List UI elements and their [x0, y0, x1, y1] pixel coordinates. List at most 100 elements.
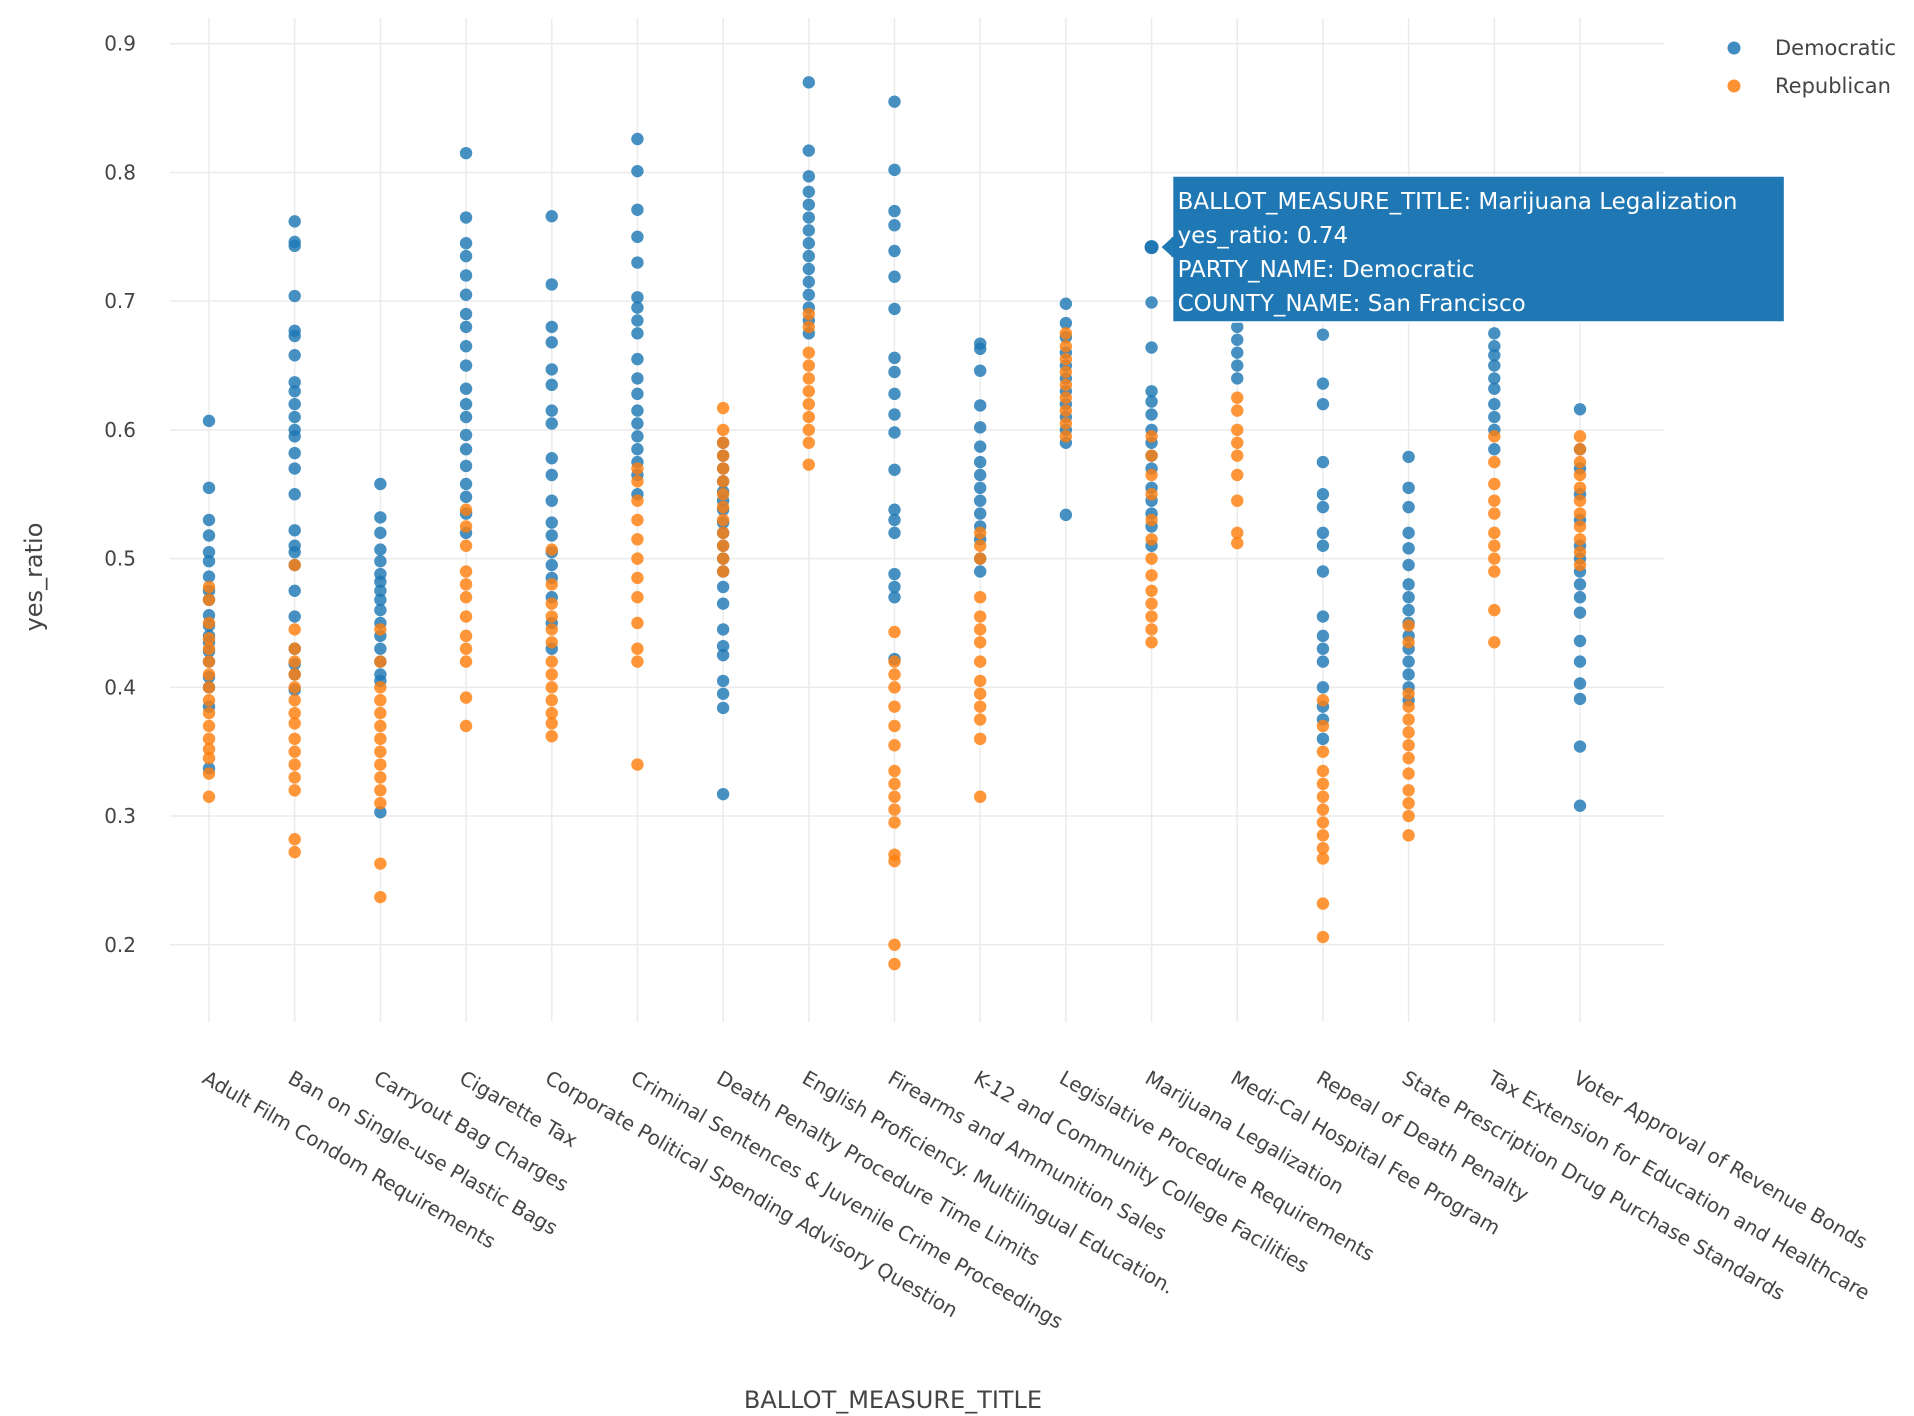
data-point[interactable] [459, 719, 473, 733]
data-point[interactable] [631, 164, 644, 178]
data-point[interactable] [1316, 500, 1330, 514]
data-point[interactable] [802, 397, 816, 411]
data-point[interactable] [459, 655, 473, 668]
data-point[interactable] [716, 701, 730, 715]
data-point[interactable] [802, 320, 816, 334]
data-point[interactable] [545, 694, 558, 707]
data-point[interactable] [888, 365, 901, 379]
data-point[interactable] [545, 363, 558, 376]
data-point[interactable] [631, 462, 644, 475]
data-point[interactable] [459, 490, 473, 504]
data-point[interactable] [973, 468, 987, 482]
data-point[interactable] [459, 539, 473, 552]
data-point[interactable] [288, 845, 301, 859]
data-point[interactable] [288, 488, 301, 501]
data-point[interactable] [545, 610, 558, 623]
data-point[interactable] [1402, 591, 1415, 604]
data-point[interactable] [288, 745, 301, 758]
data-point[interactable] [888, 938, 901, 951]
data-point[interactable] [459, 520, 473, 533]
data-point[interactable] [1145, 610, 1158, 623]
data-point[interactable] [459, 691, 473, 704]
data-point[interactable] [288, 771, 301, 784]
data-point[interactable] [202, 642, 216, 655]
data-point[interactable] [716, 488, 730, 501]
data-point[interactable] [288, 732, 301, 746]
data-point[interactable] [802, 385, 816, 398]
data-point[interactable] [1145, 584, 1158, 597]
data-point[interactable] [459, 629, 473, 643]
data-point[interactable] [1573, 403, 1587, 416]
data-point[interactable] [973, 440, 987, 453]
data-point[interactable] [459, 237, 473, 250]
data-point[interactable] [888, 719, 901, 733]
data-point[interactable] [459, 397, 473, 411]
data-point[interactable] [288, 694, 301, 707]
data-point[interactable] [1573, 558, 1587, 572]
data-point[interactable] [888, 957, 901, 971]
data-point[interactable] [1231, 359, 1244, 372]
data-point[interactable] [716, 597, 730, 610]
data-point[interactable] [1316, 565, 1330, 578]
data-point[interactable] [1145, 430, 1158, 443]
data-point[interactable] [1402, 619, 1415, 632]
data-point[interactable] [973, 455, 987, 469]
data-point[interactable] [888, 408, 901, 421]
data-point[interactable] [202, 529, 216, 542]
data-point[interactable] [802, 346, 816, 359]
data-point[interactable] [1059, 327, 1073, 340]
data-point[interactable] [1316, 852, 1330, 865]
data-point[interactable] [1316, 642, 1330, 655]
data-point[interactable] [631, 758, 644, 771]
data-point[interactable] [202, 742, 216, 756]
data-point[interactable] [802, 262, 816, 276]
data-point[interactable] [374, 526, 387, 540]
data-point[interactable] [459, 382, 473, 395]
data-point[interactable] [288, 758, 301, 771]
data-point[interactable] [631, 291, 644, 304]
data-point[interactable] [631, 591, 644, 604]
data-point[interactable] [374, 732, 387, 746]
data-point[interactable] [631, 533, 644, 546]
data-point[interactable] [973, 790, 987, 803]
data-point[interactable] [1402, 526, 1415, 540]
data-point[interactable] [288, 239, 301, 253]
data-point[interactable] [888, 387, 901, 401]
data-point[interactable] [973, 623, 987, 636]
data-point[interactable] [888, 816, 901, 829]
data-point[interactable] [288, 610, 301, 623]
data-point[interactable] [202, 616, 216, 630]
data-point[interactable] [1488, 603, 1501, 617]
data-point[interactable] [288, 833, 301, 846]
data-point[interactable] [802, 288, 816, 301]
data-point[interactable] [631, 513, 644, 527]
data-point[interactable] [1573, 634, 1587, 648]
data-point[interactable] [288, 462, 301, 475]
data-point[interactable] [1316, 816, 1330, 829]
data-point[interactable] [973, 507, 987, 520]
data-point[interactable] [1402, 687, 1415, 700]
data-point[interactable] [1488, 327, 1501, 340]
data-point[interactable] [716, 787, 730, 801]
data-point[interactable] [202, 545, 216, 559]
data-point[interactable] [1402, 829, 1415, 842]
data-point[interactable] [1231, 346, 1244, 359]
data-point[interactable] [1145, 468, 1158, 482]
data-point[interactable] [459, 428, 473, 442]
data-point[interactable] [1316, 930, 1330, 944]
data-point[interactable] [1573, 494, 1587, 507]
data-point[interactable] [973, 610, 987, 623]
data-point[interactable] [1316, 897, 1330, 910]
data-point[interactable] [1059, 391, 1073, 404]
data-point[interactable] [1573, 799, 1587, 812]
data-point[interactable] [631, 443, 644, 456]
data-point[interactable] [888, 668, 901, 681]
data-point[interactable] [1402, 809, 1415, 823]
data-point[interactable] [1573, 740, 1587, 753]
data-point[interactable] [973, 342, 987, 356]
data-point[interactable] [888, 204, 901, 218]
data-point[interactable] [1402, 500, 1415, 514]
data-point[interactable] [1573, 481, 1587, 495]
data-point[interactable] [459, 459, 473, 473]
data-point[interactable] [1573, 606, 1587, 619]
